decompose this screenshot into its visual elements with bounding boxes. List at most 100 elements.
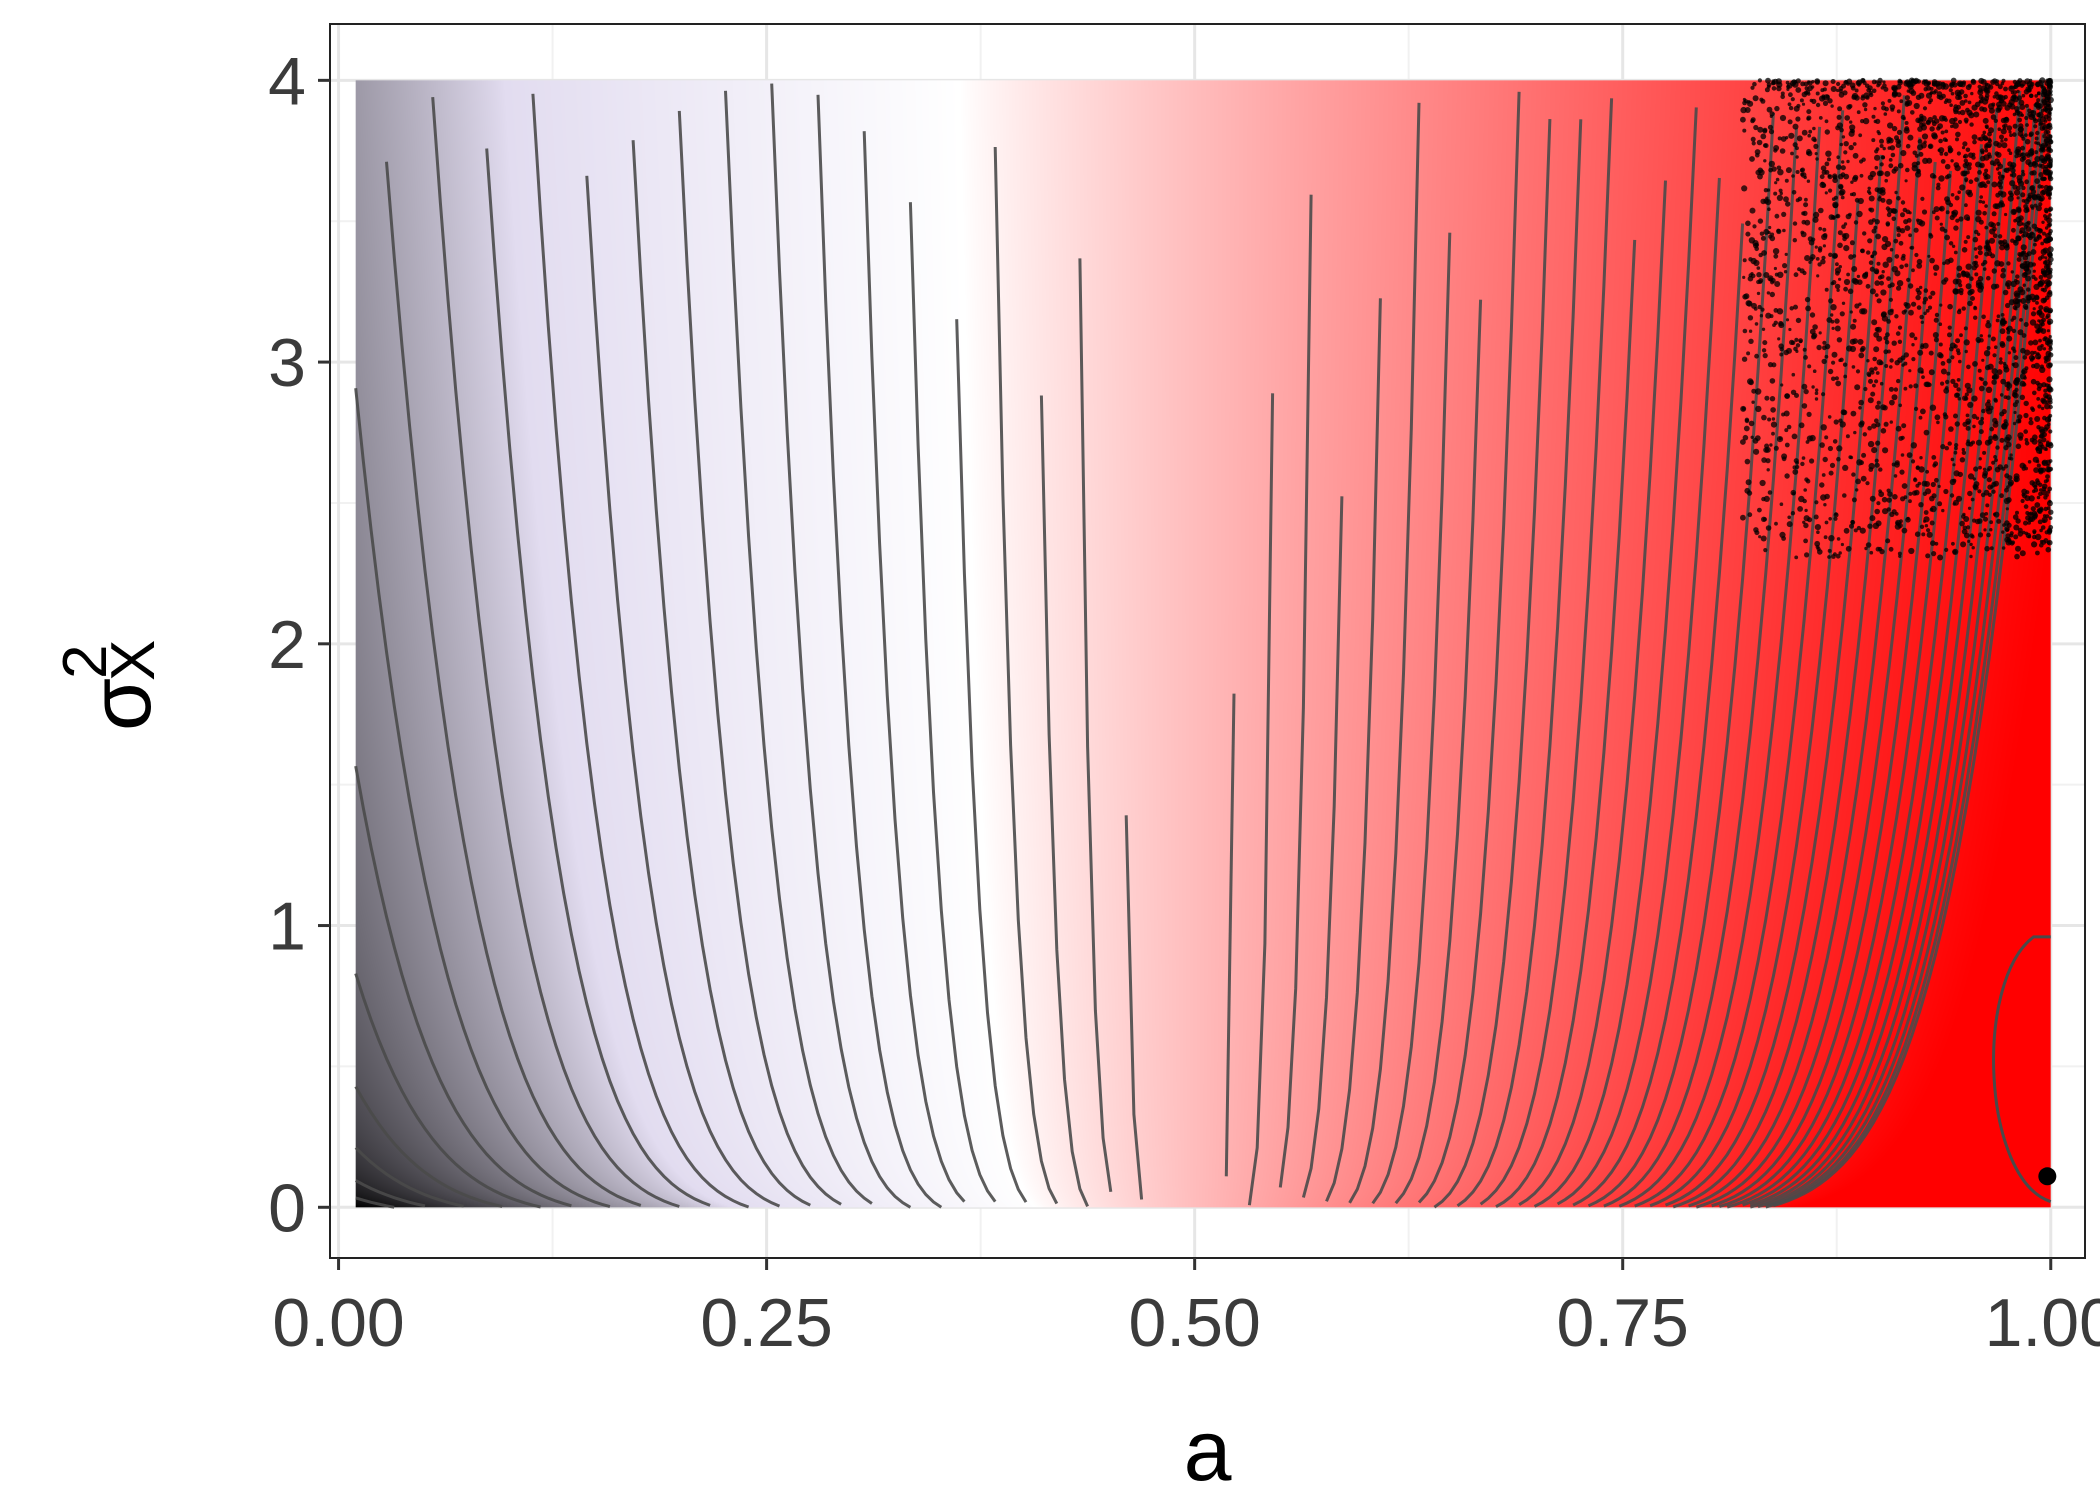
sample-point [1977, 170, 1982, 175]
sample-point [1845, 434, 1850, 439]
sample-point [2016, 220, 2023, 227]
sample-point [1781, 211, 1787, 217]
sample-point [1833, 552, 1837, 556]
sample-point [1865, 481, 1870, 486]
sample-point [1961, 306, 1966, 311]
sample-point [1836, 288, 1840, 292]
sample-point [1750, 435, 1754, 439]
sample-point [1962, 141, 1968, 147]
sample-point [1928, 232, 1933, 237]
sample-point [1817, 262, 1822, 267]
sample-point [1772, 323, 1776, 327]
sample-point [1872, 250, 1878, 256]
sample-point [2048, 499, 2052, 503]
sample-point [1965, 170, 1970, 175]
sample-point [1810, 253, 1816, 260]
sample-point [1956, 378, 1961, 382]
sample-point [2019, 289, 2026, 296]
sample-point [1883, 86, 1889, 92]
contour-line [354, 1146, 464, 1208]
sample-point [2027, 460, 2032, 464]
sample-point [1819, 442, 1825, 448]
sample-point [1966, 364, 1971, 370]
sample-point [2036, 112, 2041, 118]
sample-point [1916, 219, 1923, 226]
sample-point [1874, 418, 1879, 424]
sample-point [1882, 146, 1886, 151]
sample-point [1933, 89, 1938, 94]
sample-point [2047, 185, 2051, 190]
sample-point [1790, 389, 1797, 395]
sample-point [2045, 340, 2050, 346]
sample-point [1910, 110, 1915, 115]
sample-point [1757, 173, 1763, 180]
contour-line [1278, 194, 1313, 1188]
contour-line-inner [1992, 935, 2052, 1204]
sample-point [1754, 353, 1759, 359]
sample-point [1874, 458, 1879, 463]
sample-point [1997, 201, 2004, 208]
sample-point [1744, 417, 1750, 422]
sample-point [2024, 349, 2031, 356]
sample-point [1946, 173, 1952, 179]
x-tick-label: 0.00 [272, 1285, 404, 1361]
sample-point [1941, 115, 1947, 121]
contour-line [955, 319, 1028, 1203]
sample-point [1986, 399, 1991, 404]
sample-point [1951, 541, 1955, 546]
sample-point [1783, 349, 1789, 356]
sample-point [1913, 227, 1919, 233]
sample-point [2047, 386, 2054, 393]
sample-point [1887, 98, 1892, 103]
sample-point [1784, 428, 1789, 433]
sample-point [2036, 397, 2041, 401]
sample-point [1942, 261, 1946, 266]
sample-point [1859, 347, 1865, 353]
sample-point [1868, 378, 1873, 384]
sample-point [1749, 207, 1756, 214]
sample-point [1948, 241, 1954, 246]
sample-point [1874, 154, 1881, 161]
sample-point [1949, 214, 1955, 221]
sample-point [1757, 507, 1762, 513]
sample-point [1847, 288, 1854, 295]
sample-point [1922, 300, 1927, 305]
sample-point [1991, 211, 1997, 217]
sample-point [1874, 379, 1879, 384]
sample-point [1884, 364, 1889, 368]
sample-point [1876, 170, 1883, 177]
sample-point [1923, 519, 1927, 523]
sample-point [1784, 252, 1788, 256]
sample-point [1929, 86, 1934, 91]
sample-point [1762, 353, 1768, 359]
sample-point [2005, 528, 2010, 532]
sample-point [1984, 439, 1991, 446]
sample-point [1929, 404, 1937, 411]
sample-point [1973, 306, 1978, 311]
sample-point [2006, 125, 2013, 131]
sample-point [1894, 270, 1901, 277]
sample-point [1985, 241, 1990, 246]
sample-point [2048, 335, 2052, 339]
sample-point [1877, 131, 1881, 136]
sample-point [1748, 237, 1756, 244]
sample-point [1753, 124, 1759, 131]
contour-line [1039, 395, 1089, 1208]
sample-point [1879, 144, 1884, 148]
sample-point [2038, 338, 2042, 343]
sample-point [1914, 252, 1919, 258]
sample-point [1863, 107, 1868, 112]
sample-point [1903, 361, 1908, 366]
sample-point [2026, 232, 2032, 239]
sample-point [1761, 250, 1767, 256]
sample-point [1824, 435, 1829, 440]
sample-point [1941, 279, 1947, 285]
sample-point [1932, 174, 1937, 179]
sample-point [1986, 346, 1991, 350]
sample-point [2016, 178, 2023, 184]
sample-point [1756, 291, 1761, 296]
sample-point [1760, 535, 1767, 542]
sample-point [2017, 126, 2024, 133]
sample-point [2023, 322, 2029, 327]
